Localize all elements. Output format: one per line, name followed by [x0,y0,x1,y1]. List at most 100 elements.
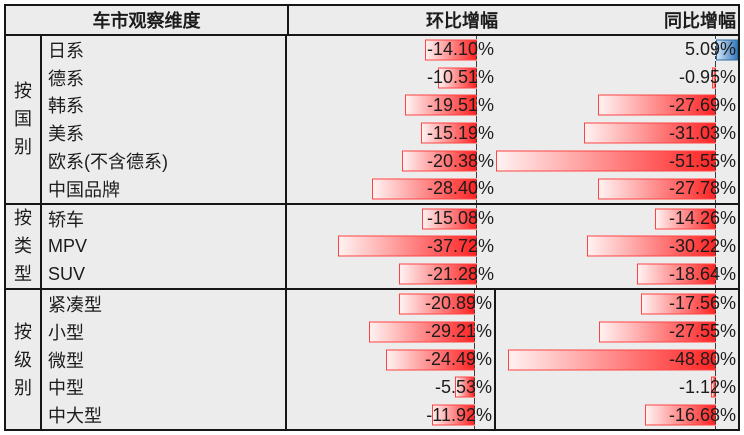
table-row: 轿车 -15.08% -14.26% [42,204,738,233]
mom-growth-cell: -24.49% [287,345,496,374]
bar-axis-line [474,290,476,318]
value-text: -48.80% [668,349,736,370]
table-header: 车市观察维度 环比增幅 同比增幅 [6,6,738,36]
mom-growth-cell: -15.19% [287,119,496,148]
group-label-char: 按 [14,81,32,102]
yoy-growth-cell: -27.69% [496,91,738,120]
value-text: -37.72% [426,235,494,256]
bar-axis-line [476,204,478,233]
value-text: -31.03% [668,122,736,143]
bar-axis-line [476,36,478,64]
bar-axis-line [476,91,478,120]
bar-axis-line [715,260,717,289]
value-text: -17.56% [668,293,736,314]
yoy-growth-cell: -51.55% [496,147,738,175]
group-label: 按类型 [6,204,42,289]
bar-axis-line [715,36,717,64]
bar-axis-line [715,174,717,203]
value-text: -21.28% [426,263,494,284]
bar-axis-line [715,345,717,374]
group-label-char: 别 [14,377,32,398]
bar-axis-line [715,91,717,120]
bar-axis-line [476,63,478,92]
group-by-class: 按级别 紧凑型 -20.89% -17.56% 小型 -29.21% -27.55% 微型 -… [6,288,738,429]
group-rows: 紧凑型 -20.89% -17.56% 小型 -29.21% -27.55% 微型 -24.4… [42,290,738,429]
group-label-char: 别 [14,137,32,158]
category-label: 韩系 [42,91,287,120]
table-row: 中国品牌 -28.40% -27.78% [42,174,738,203]
table-row: 中大型 -11.92% -16.68% [42,401,738,429]
group-label-char: 类 [14,236,32,257]
category-label: 轿车 [42,204,287,233]
mom-growth-cell: -19.51% [287,91,496,120]
value-text: -20.38% [426,150,494,171]
value-text: -5.53% [434,376,492,397]
table-body: 按国别 日系 -14.10% 5.09% 德系 -10.51% -0.95% 韩系 -19.5… [6,36,738,429]
table-row: 中型 -5.53% -1.12% [42,373,738,402]
bar-axis-line [474,401,476,429]
yoy-growth-cell: -27.78% [496,174,738,203]
mom-growth-cell: -10.51% [287,63,496,92]
category-label: 中国品牌 [42,174,287,203]
yoy-growth-cell: -0.95% [496,63,738,92]
bar-axis-line [474,317,476,346]
value-text: -11.92% [426,404,492,425]
value-text: -15.19% [426,122,494,143]
category-label: 紧凑型 [42,290,287,318]
bar-axis-line [474,345,476,374]
value-text: 5.09% [684,39,736,60]
group-label-char: 按 [14,208,32,229]
bar-axis-line [715,290,717,318]
yoy-growth-cell: -16.68% [496,401,738,429]
table-row: 微型 -24.49% -48.80% [42,345,738,374]
car-market-table: 车市观察维度 环比增幅 同比增幅 按国别 日系 -14.10% 5.09% 德系 -10… [4,4,740,431]
bar-axis-line [476,232,478,261]
bar-axis-line [476,119,478,148]
category-label: 小型 [42,317,287,346]
value-text: -51.55% [668,150,736,171]
yoy-growth-cell: 5.09% [496,36,738,64]
bar-axis-line [715,147,717,175]
value-text: -10.51% [426,67,494,88]
category-label: 微型 [42,345,287,374]
group-by-type: 按类型 轿车 -15.08% -14.26% MPV -37.72% -30.22% SUV… [6,202,738,289]
group-label: 按国别 [6,36,42,203]
bar-axis-line [715,401,717,429]
category-label: SUV [42,260,287,289]
category-label: 欧系(不含德系) [42,147,287,175]
value-text: -28.40% [426,178,494,199]
group-rows: 轿车 -15.08% -14.26% MPV -37.72% -30.22% SUV -21.… [42,204,738,289]
category-label: 中型 [42,373,287,402]
group-label-char: 型 [14,264,32,285]
value-text: -14.10% [426,39,494,60]
bar-axis-line [715,232,717,261]
group-label: 按级别 [6,290,42,429]
table-row: 美系 -15.19% -31.03% [42,119,738,148]
mom-growth-cell: -5.53% [287,373,496,402]
value-text: -15.08% [426,208,494,229]
value-text: -20.89% [424,293,492,314]
table-row: MPV -37.72% -30.22% [42,232,738,261]
value-text: -14.26% [668,208,736,229]
group-label-char: 级 [14,349,32,370]
mom-growth-cell: -20.38% [287,147,496,175]
table-row: 韩系 -19.51% -27.69% [42,91,738,120]
group-rows: 日系 -14.10% 5.09% 德系 -10.51% -0.95% 韩系 -19.51% -2… [42,36,738,203]
bar-axis-line [715,119,717,148]
bar-axis-line [476,260,478,289]
group-label-char: 国 [14,109,32,130]
value-text: -29.21% [424,321,492,342]
value-text: -19.51% [426,94,494,115]
category-label: 日系 [42,36,287,64]
yoy-growth-cell: -27.55% [496,317,738,346]
mom-growth-cell: -28.40% [287,174,496,203]
value-text: -18.64% [668,263,736,284]
value-text: -1.12% [678,376,736,397]
mom-growth-cell: -14.10% [287,36,496,64]
header-dimension: 车市观察维度 [6,6,289,34]
mom-growth-cell: -21.28% [287,260,496,289]
bar-axis-line [476,147,478,175]
yoy-growth-cell: -18.64% [496,260,738,289]
group-by-country: 按国别 日系 -14.10% 5.09% 德系 -10.51% -0.95% 韩系 -19.5… [6,36,738,203]
